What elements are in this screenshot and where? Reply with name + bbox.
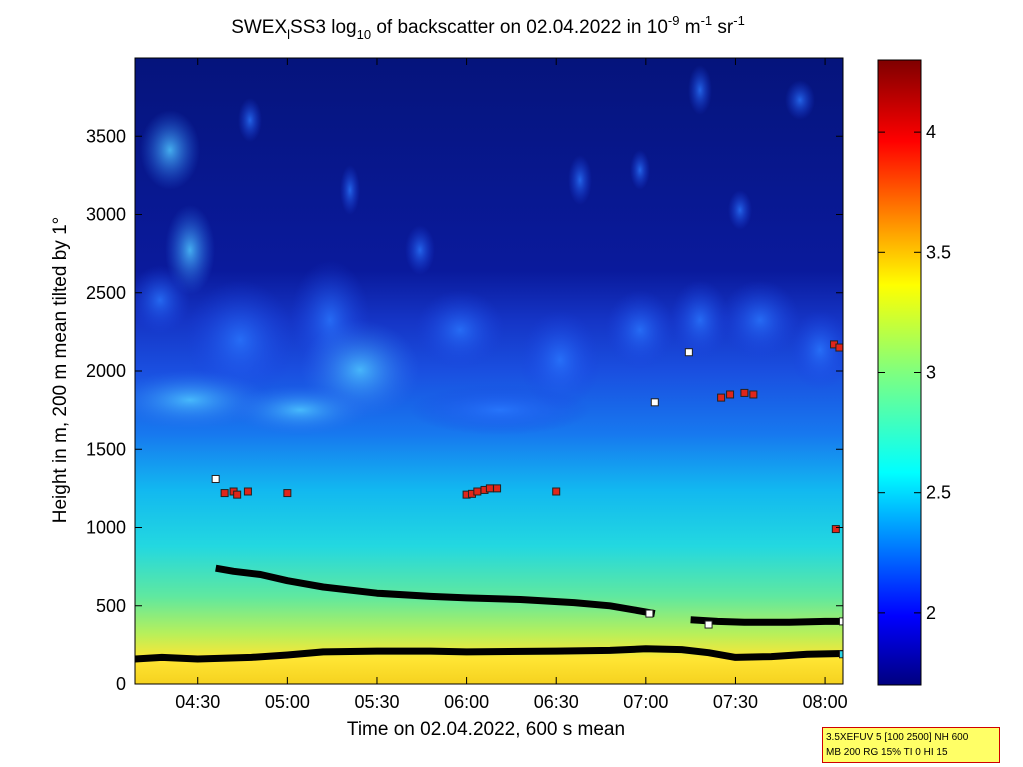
white-marker — [645, 609, 654, 618]
y-tick-label: 2500 — [86, 283, 126, 303]
cloud-markers — [211, 340, 843, 659]
texture-blob — [135, 265, 190, 335]
texture-blob — [720, 280, 800, 360]
red-marker — [726, 390, 735, 399]
red-marker — [831, 525, 840, 534]
processing-info-box: 3.5XEFUV 5 [100 2500] NH 600 MB 200 RG 1… — [822, 727, 1000, 763]
red-marker — [220, 489, 229, 498]
texture-blob — [785, 80, 815, 120]
layer-line-upper-segment-2 — [690, 616, 843, 626]
y-tick-label: 0 — [116, 674, 126, 694]
x-tick-label: 07:30 — [713, 692, 758, 712]
colorbar-tick-label: 3 — [926, 363, 936, 383]
colorbar-tick-label: 2.5 — [926, 483, 951, 503]
layer-line-surface — [135, 645, 843, 663]
texture-blob — [140, 110, 200, 190]
x-tick-label: 04:30 — [175, 692, 220, 712]
x-tick-label: 05:30 — [354, 692, 399, 712]
white-marker — [684, 348, 693, 357]
y-tick-label: 1500 — [86, 439, 126, 459]
y-tick-label: 1000 — [86, 518, 126, 538]
texture-blob — [340, 165, 360, 215]
x-tick-label: 06:30 — [534, 692, 579, 712]
y-tick-label: 3000 — [86, 205, 126, 225]
layer-line-upper-segment-1 — [215, 564, 656, 618]
info-line-1: 3.5XEFUV 5 [100 2500] NH 600 — [826, 732, 969, 743]
info-line-2: MB 200 RG 15% TI 0 HI 15 — [826, 747, 948, 758]
colorbar-ticks: 2 2.5 3 3.5 4 — [878, 122, 951, 623]
red-marker — [485, 484, 494, 493]
red-marker — [835, 343, 843, 352]
red-marker — [493, 484, 502, 493]
x-tick-label: 07:00 — [623, 692, 668, 712]
texture-blob — [790, 310, 843, 390]
x-axis-ticks: 04:30 05:00 05:30 06:00 06:30 07:00 07:30 08:00 — [175, 58, 848, 712]
texture-blob — [238, 98, 262, 142]
texture-blob — [630, 150, 650, 190]
cyan-marker — [839, 650, 843, 659]
red-marker — [473, 487, 482, 496]
aerosol-layer-lines — [135, 564, 843, 663]
texture-blob — [670, 280, 730, 360]
y-axis-label: Height in m, 200 m mean tilted by 1° — [50, 217, 71, 523]
colorbar: 2 2.5 3 3.5 4 — [877, 59, 951, 686]
texture-blob — [520, 310, 600, 410]
red-marker — [552, 487, 561, 496]
y-tick-label: 500 — [96, 596, 126, 616]
heatmap-plot-area — [135, 58, 843, 684]
texture-blob — [405, 225, 435, 275]
texture-blob — [415, 290, 505, 370]
texture-blob — [568, 155, 592, 205]
red-marker — [283, 489, 292, 498]
x-tick-label: 06:00 — [444, 692, 489, 712]
red-marker — [233, 490, 242, 499]
red-marker — [717, 393, 726, 402]
white-marker — [650, 398, 659, 407]
y-tick-label: 2000 — [86, 361, 126, 381]
heatmap-texture — [135, 65, 843, 435]
colorbar-tick-label: 2 — [926, 603, 936, 623]
texture-blob — [605, 290, 675, 370]
x-tick-label: 08:00 — [803, 692, 848, 712]
white-marker — [704, 620, 713, 629]
texture-blob — [230, 385, 370, 435]
x-axis-label: Time on 02.04.2022, 600 s mean — [347, 719, 625, 740]
texture-blob — [728, 190, 752, 230]
texture-blob — [410, 385, 590, 435]
y-tick-label: 3500 — [86, 126, 126, 146]
y-axis-ticks: 0 500 1000 1500 2000 2500 3000 3500 — [86, 126, 843, 694]
red-marker — [740, 388, 749, 397]
chart-title: SWEXlSS3 log10 of backscatter on 02.04.2… — [231, 13, 745, 42]
white-marker — [211, 474, 220, 483]
red-marker — [243, 487, 252, 496]
colorbar-tick-label: 4 — [926, 122, 936, 142]
texture-blob — [688, 65, 712, 115]
white-marker — [839, 617, 843, 626]
red-marker — [749, 390, 758, 399]
texture-blob — [185, 280, 295, 400]
colorbar-tick-label: 3.5 — [926, 242, 951, 262]
x-tick-label: 05:00 — [265, 692, 310, 712]
